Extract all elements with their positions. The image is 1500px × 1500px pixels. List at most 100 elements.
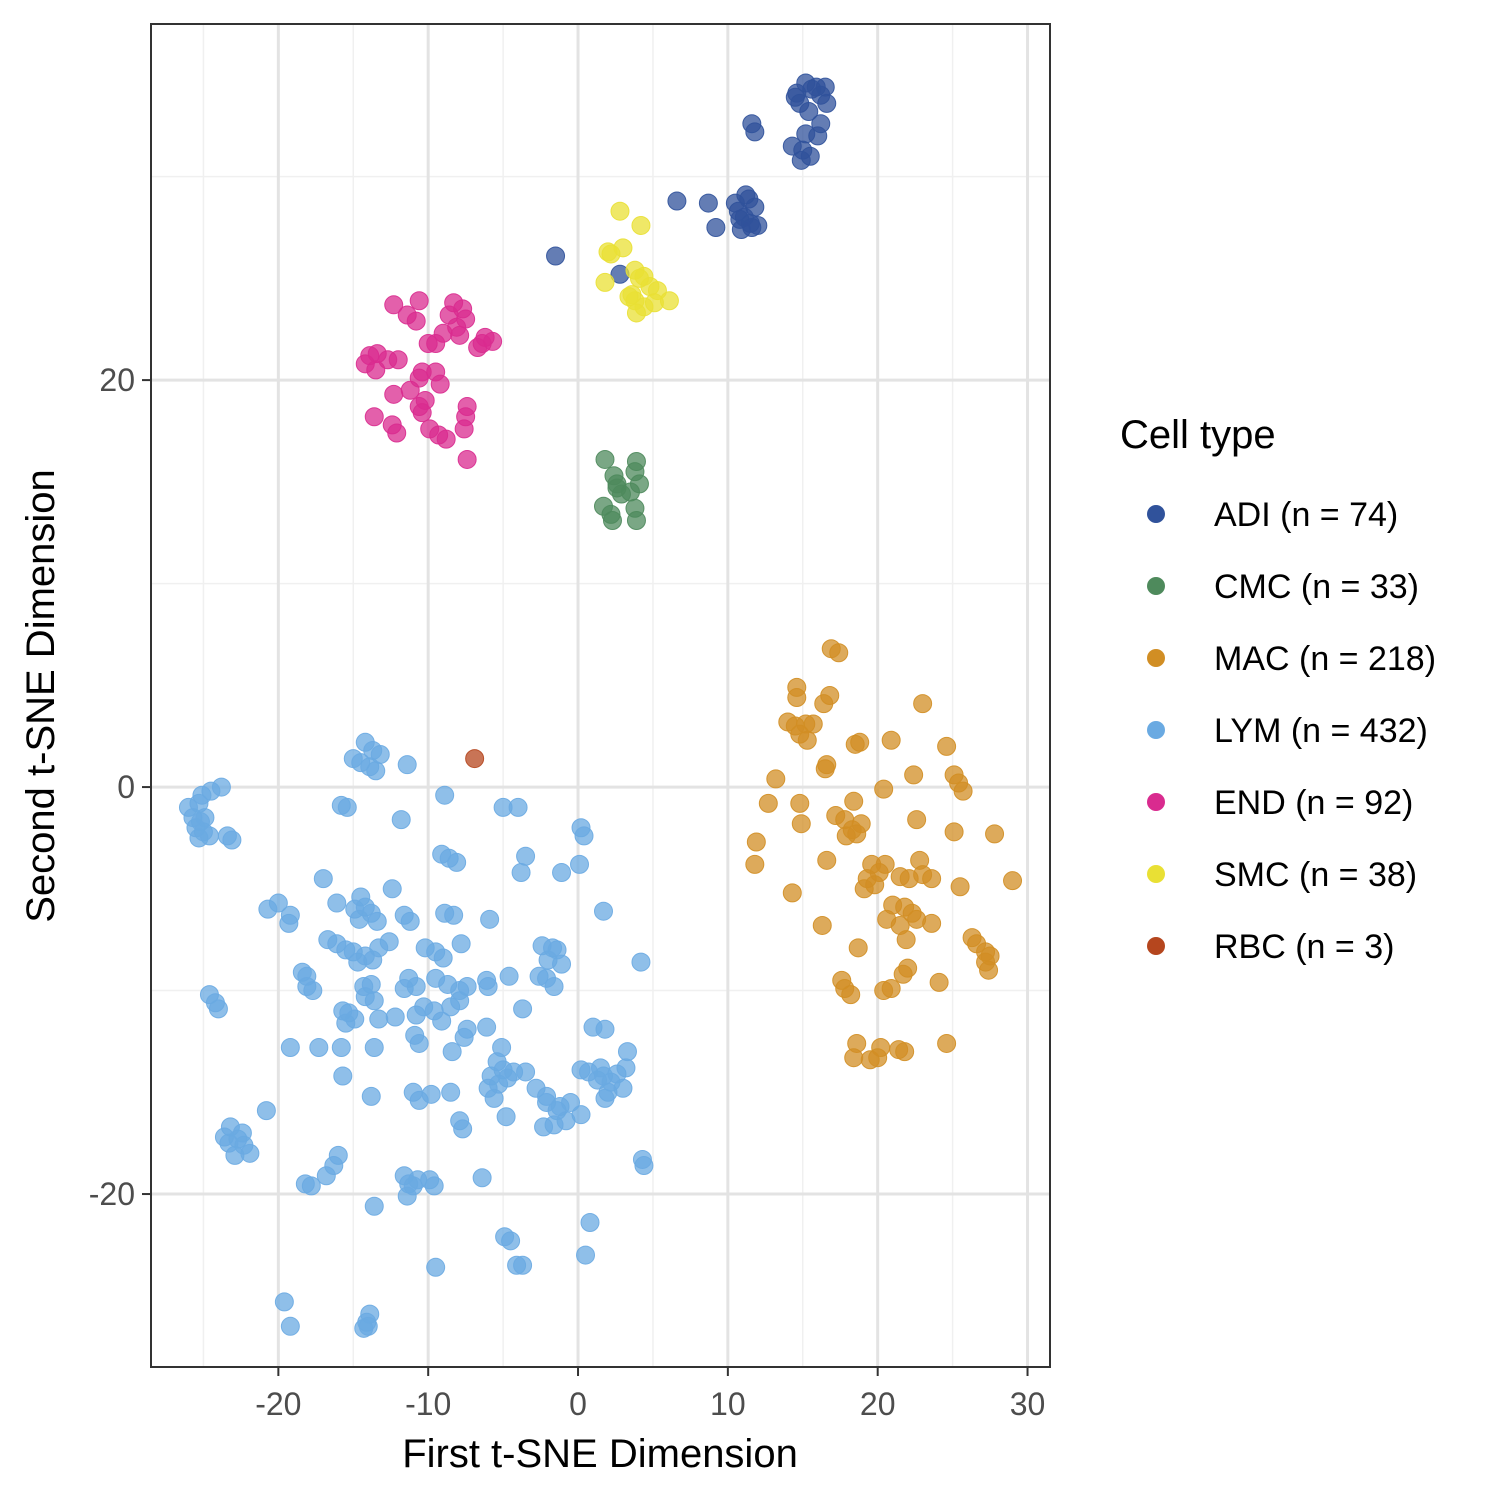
data-point (626, 511, 646, 531)
data-point (613, 1078, 633, 1098)
y-axis-title: Second t-SNE Dimension (19, 469, 63, 923)
data-point (256, 1101, 276, 1121)
data-point (797, 730, 817, 750)
data-point (349, 909, 369, 929)
data-point (441, 1082, 461, 1102)
data-point (937, 736, 957, 756)
legend-item: CMC (n = 33) (1147, 568, 1419, 606)
legend-key (1147, 793, 1165, 811)
data-point (593, 901, 613, 921)
y-tick-label: 20 (99, 362, 135, 398)
y-tick-label: -20 (89, 1176, 135, 1212)
data-point (629, 268, 649, 288)
data-point (595, 272, 615, 292)
legend-item: LYM (n = 432) (1147, 712, 1428, 750)
data-point (979, 960, 999, 980)
data-point (432, 1011, 452, 1031)
data-point (904, 765, 924, 785)
data-point (881, 979, 901, 999)
data-point (1003, 871, 1023, 891)
data-point (922, 869, 942, 889)
data-point (208, 999, 228, 1019)
data-point (850, 732, 870, 752)
legend-key (1147, 937, 1165, 955)
data-point (736, 185, 756, 205)
data-point (812, 915, 832, 935)
x-axis-ticks: -20 -10 0 10 20 30 (255, 1367, 1045, 1422)
data-point (388, 350, 408, 370)
data-point (513, 999, 533, 1019)
data-point (280, 1316, 300, 1336)
data-point (369, 1009, 389, 1029)
data-point (631, 215, 651, 235)
data-point (433, 948, 453, 968)
data-point (508, 797, 528, 817)
data-point (667, 191, 687, 211)
data-point (907, 810, 927, 830)
data-point (844, 791, 864, 811)
x-axis-title: First t-SNE Dimension (402, 1432, 798, 1476)
data-point (602, 511, 622, 531)
data-point (745, 854, 765, 874)
data-point (848, 938, 868, 958)
data-point (336, 1013, 356, 1033)
data-point (327, 893, 347, 913)
data-point (552, 954, 572, 974)
legend-label: SMC (n = 38) (1214, 856, 1417, 894)
data-point (937, 1033, 957, 1053)
data-point (516, 846, 536, 866)
data-point (922, 913, 942, 933)
data-point (953, 781, 973, 801)
x-tick-label: -20 (255, 1386, 301, 1422)
data-point (601, 244, 621, 264)
series-end (355, 291, 503, 469)
data-point (800, 146, 820, 166)
data-point (544, 976, 564, 996)
legend-item: ADI (n = 74) (1147, 496, 1398, 534)
data-point (450, 991, 470, 1011)
data-points (178, 73, 1023, 1338)
data-point (499, 966, 519, 986)
data-point (893, 964, 913, 984)
data-point (790, 793, 810, 813)
data-point (258, 899, 278, 919)
data-point (409, 291, 429, 311)
data-point (199, 826, 219, 846)
data-point (436, 429, 456, 449)
data-point (811, 114, 831, 134)
series-adi (546, 73, 837, 284)
data-point (847, 824, 867, 844)
data-point (591, 1058, 610, 1078)
data-point (406, 976, 426, 996)
data-point (364, 991, 384, 1011)
data-point (366, 360, 386, 380)
data-point (632, 1149, 652, 1169)
data-point (787, 688, 807, 708)
legend-items: ADI (n = 74) CMC (n = 33) MAC (n = 218) LYM… (1147, 496, 1436, 966)
data-point (379, 932, 399, 952)
data-point (400, 911, 420, 931)
data-point (841, 985, 861, 1005)
data-point (484, 1088, 504, 1108)
data-point (454, 1027, 474, 1047)
data-point (595, 1019, 615, 1039)
data-point (785, 87, 805, 107)
data-point (240, 1143, 260, 1163)
data-point (361, 1086, 381, 1106)
data-point (391, 810, 411, 830)
data-point (495, 1227, 515, 1247)
data-point (406, 311, 426, 331)
data-point (366, 761, 386, 781)
data-point (354, 1318, 374, 1338)
data-point (364, 407, 384, 427)
legend-title: Cell type (1120, 413, 1276, 457)
data-point (511, 863, 531, 883)
data-point (534, 1117, 554, 1137)
legend-label: LYM (n = 432) (1214, 712, 1428, 750)
data-point (480, 909, 500, 929)
legend-label: RBC (n = 3) (1214, 928, 1394, 966)
data-point (950, 877, 970, 897)
data-point (472, 1168, 492, 1188)
data-point (799, 101, 819, 121)
data-point (364, 1196, 384, 1216)
